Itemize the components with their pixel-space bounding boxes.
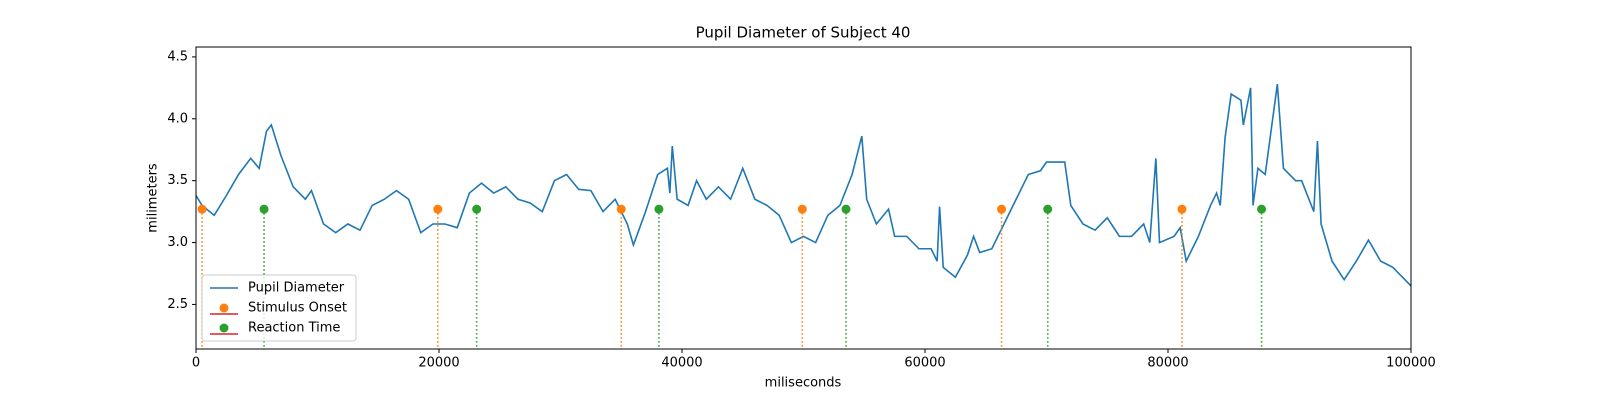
- stem-marker: [797, 204, 807, 214]
- stem-marker: [1257, 204, 1267, 214]
- stem-marker: [259, 204, 269, 214]
- legend-swatch: [219, 303, 229, 313]
- pupil-line: [196, 84, 1411, 287]
- stem-marker: [997, 204, 1007, 214]
- y-tick-label: 4.0: [167, 111, 188, 126]
- stem-marker: [1043, 204, 1053, 214]
- legend-label: Stimulus Onset: [248, 301, 347, 316]
- x-tick-label: 60000: [904, 356, 945, 371]
- legend-label: Reaction Time: [248, 321, 340, 336]
- stem-marker: [433, 204, 443, 214]
- x-tick-label: 80000: [1147, 356, 1188, 371]
- stem-marker: [1177, 204, 1187, 214]
- legend-swatch: [219, 323, 229, 333]
- stem-marker: [616, 204, 626, 214]
- y-tick-label: 4.5: [167, 49, 188, 64]
- y-tick-label: 3.5: [167, 173, 188, 188]
- stem-marker: [472, 204, 482, 214]
- stem-marker: [197, 204, 207, 214]
- chart-title: Pupil Diameter of Subject 40: [696, 24, 911, 42]
- x-tick-label: 0: [192, 356, 200, 371]
- stem-marker: [841, 204, 851, 214]
- legend: Pupil Diameter Stimulus Onset Reaction Tim…: [201, 274, 357, 342]
- plot-area: [196, 84, 1411, 349]
- legend-box: [201, 274, 357, 342]
- axes-frame: [195, 46, 1412, 350]
- x-tick-label: 20000: [418, 356, 459, 371]
- x-tick-label: 100000: [1386, 356, 1436, 371]
- y-tick-label: 2.5: [167, 297, 188, 312]
- stem-marker: [654, 204, 664, 214]
- y-axis-label: milimeters: [146, 163, 161, 233]
- y-tick-label: 3.0: [167, 235, 188, 250]
- legend-label: Pupil Diameter: [248, 281, 345, 296]
- x-tick-label: 40000: [661, 356, 702, 371]
- x-axis-label: miliseconds: [765, 376, 842, 391]
